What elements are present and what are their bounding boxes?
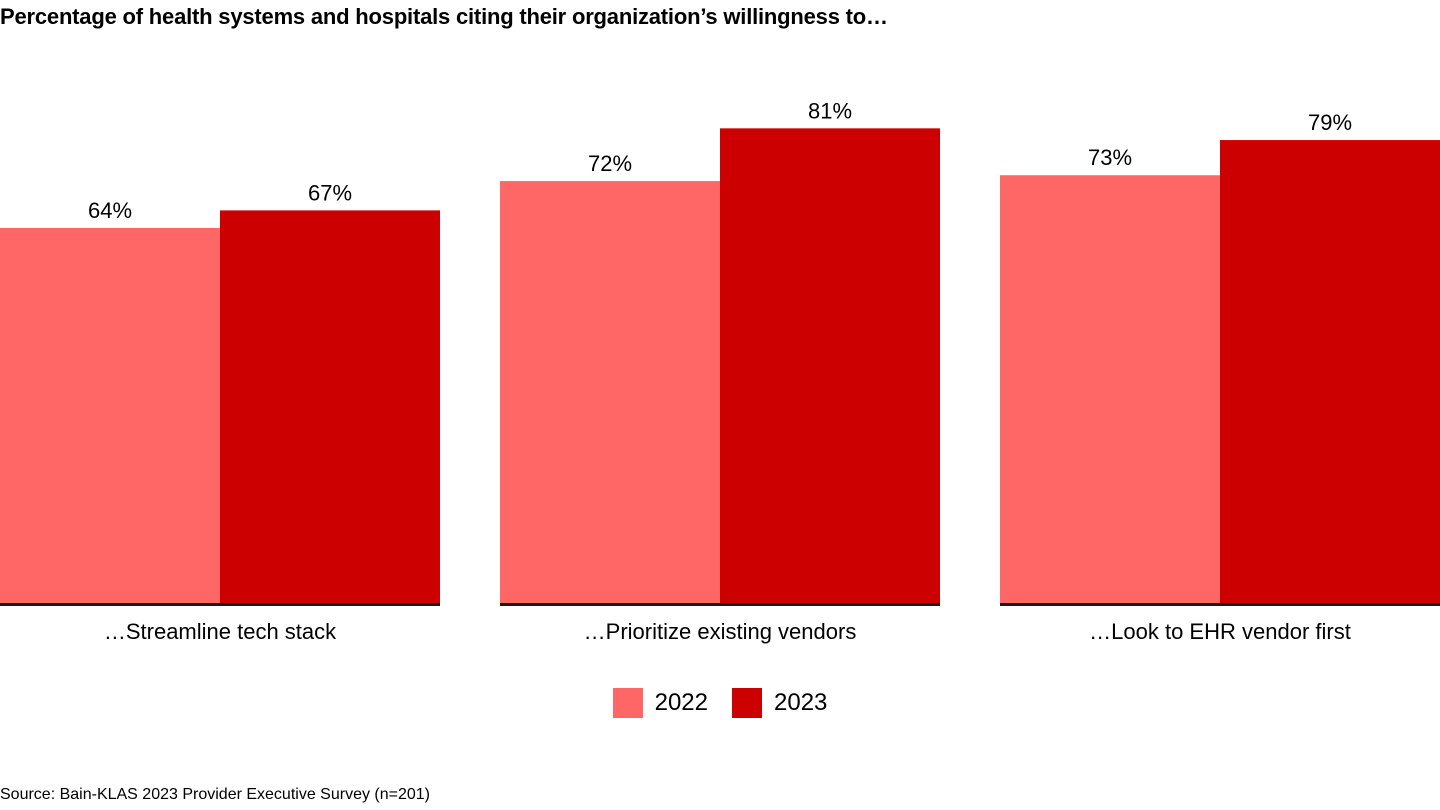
bar-2022-3 <box>1000 175 1220 603</box>
legend-swatch-2023 <box>732 688 762 718</box>
category-label-1: …Streamline tech stack <box>104 619 337 644</box>
baseline-3 <box>1000 603 1440 606</box>
bar-2023-1 <box>220 210 440 603</box>
chart-title: Percentage of health systems and hospita… <box>0 4 888 29</box>
bar-2023-2 <box>720 128 940 603</box>
data-label-2022-2: 72% <box>588 151 632 176</box>
legend-swatch-2022 <box>612 688 643 718</box>
category-label-3: …Look to EHR vendor first <box>1089 619 1351 644</box>
data-label-2023-1: 67% <box>308 180 352 205</box>
data-label-2022-1: 64% <box>88 198 132 223</box>
legend-label-2022: 2022 <box>654 689 708 716</box>
data-label-2023-3: 79% <box>1308 110 1352 135</box>
bar-2023-3 <box>1220 140 1440 603</box>
legend-label-2023: 2023 <box>774 689 828 716</box>
data-label-2023-2: 81% <box>808 98 852 123</box>
baseline-2 <box>500 603 940 606</box>
legend-item-2022: 2022 <box>612 688 708 718</box>
bar-2022-2 <box>500 181 720 603</box>
bar-2022-1 <box>0 227 220 603</box>
legend: 2022 2023 <box>0 688 1440 718</box>
data-label-2022-3: 73% <box>1088 145 1132 170</box>
baseline-1 <box>0 603 440 606</box>
bar-chart: 64% 67% …Streamline tech stack 72% 81% …Prior… <box>0 98 1440 644</box>
legend-item-2023: 2023 <box>732 688 827 718</box>
source-note: Source: Bain-KLAS 2023 Provider Executiv… <box>0 786 431 803</box>
category-label-2: …Prioritize existing vendors <box>584 619 857 644</box>
